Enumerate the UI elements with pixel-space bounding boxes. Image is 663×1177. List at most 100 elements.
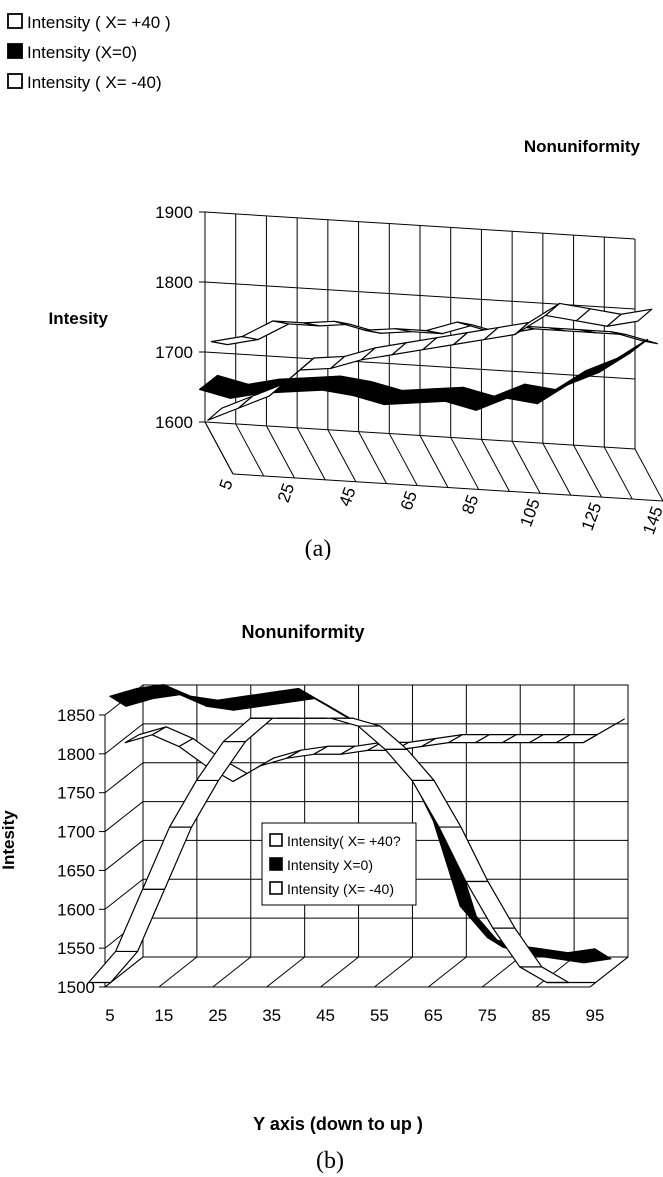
floor-gridline [358,431,388,484]
side-gridline [104,878,144,910]
y-tick-label: 1800 [57,745,95,764]
floor-gridline [634,448,663,502]
y-tick-label: 1500 [57,978,95,997]
x-tick-label: 65 [397,488,421,512]
depth-axis-line [589,956,629,988]
y-tick-label: 1600 [57,900,95,919]
floor-gridline [388,433,418,486]
ribbon-segment [598,338,649,374]
y-tick-label: 1700 [155,343,193,362]
ribbon-segment [115,888,166,953]
floor-gridline [450,437,480,490]
legend-swatch [7,73,23,89]
x-tick-label: 85 [458,492,482,516]
legend-label: Intensity ( X= +40 ) [27,13,171,32]
floor-gridline [419,435,449,488]
floor-gridline [266,956,305,988]
x-tick-label: 125 [578,500,606,533]
y-axis-label: Intesity [48,309,108,328]
side-gridline [104,840,144,871]
floor-gridline [542,442,572,496]
floor-gridline [428,956,467,988]
back-wall [142,684,629,958]
ribbon-segment [567,357,618,386]
ribbon-segment [384,748,435,782]
y-axis-label: Intesity [0,810,18,870]
y-tick-label: 1550 [57,939,95,958]
chart-title: Nonuniformity [242,622,365,642]
side-gridline [104,801,144,832]
legend-swatch [7,13,23,29]
ribbon-segment [411,779,462,828]
floor-gridline [535,956,575,988]
x-tick-label: 15 [154,1006,173,1025]
chart-title: Nonuniformity [524,137,641,156]
floor-gridline [265,425,295,479]
series-group [88,684,625,984]
chart-a: Intensity ( X= +40 ) Intensity (X=0) Inten… [7,13,663,560]
ribbon-segment [259,749,302,767]
floor-gridline [158,956,198,988]
ribbon-segment [168,779,220,828]
y-tick-label: 1900 [155,203,193,222]
x-tick-label: 105 [516,496,544,529]
floor-gridline [235,423,265,477]
series-ribbon [207,302,653,421]
ribbon-segment [330,717,381,727]
y-tick-label: 1850 [57,706,95,725]
figure-caption: (a) [305,536,332,560]
legend-label: Intensity ( X= -40) [27,73,162,92]
floor-gridline [204,421,234,475]
ribbon-segment [141,826,193,890]
chart-grid [204,211,663,502]
legend-swatch [7,43,23,59]
y-tick-label: 1750 [57,784,95,803]
floor-gridline [603,446,633,500]
ribbon-segment [610,331,659,345]
series-ribbon [88,717,597,984]
x-tick-label: 5 [105,1006,114,1025]
ribbon-segment [506,383,557,405]
x-axis-label: Y axis (down to up ) [253,1114,423,1134]
x-tick-label: 85 [532,1006,551,1025]
x-tick-label: 75 [478,1006,497,1025]
floor-gridline [212,956,252,988]
floor-gridline [320,956,359,988]
legend-swatch [269,857,283,871]
x-tick-label: 25 [274,481,298,505]
legend-box [261,822,417,906]
axis-ticks: 1600 1700 1800 1900 5 25 45 65 85 105 125 145 [155,203,663,537]
side-gridline [104,723,144,755]
ribbon-segment [606,308,653,327]
floor-gridline [573,444,603,498]
figure-caption: (b) [316,1148,344,1174]
chart-b: Nonuniformity Intesity 1500 1550 1600 1650 1… [0,622,629,1174]
x-tick-label: 65 [424,1006,443,1025]
legend-label: Intensity (X= -40) [287,881,394,897]
ribbon-segment [519,966,570,984]
x-tick-label: 5 [216,477,237,492]
axis-ticks: 1500 1550 1600 1650 1700 1750 1800 1850 5 15 25 35 4… [57,706,604,1025]
side-gridline [104,762,144,794]
ribbon-segment [207,395,254,421]
floor-gridline [296,427,326,481]
series-ribbon [199,338,649,411]
ribbon-segment [582,718,625,744]
legend-label: Intensity( X= +40? [287,833,401,849]
x-tick-label: 55 [370,1006,389,1025]
floor-gridline [374,956,413,988]
legend-swatch [269,833,283,847]
x-tick-label: 35 [262,1006,281,1025]
x-tick-label: 45 [335,485,359,509]
x-tick-label: 95 [586,1006,605,1025]
legend: Intensity ( X= +40 ) Intensity (X=0) Inten… [7,13,171,92]
y-tick-label: 1600 [155,413,193,432]
x-tick-label: 25 [208,1006,227,1025]
ribbon-segment [567,948,612,964]
x-tick-label: 145 [639,504,663,537]
y-tick-label: 1650 [57,861,95,880]
legend-swatch [269,881,283,895]
floor-gridline [327,429,357,482]
ribbon-segment [241,320,290,341]
series-group [199,302,659,421]
